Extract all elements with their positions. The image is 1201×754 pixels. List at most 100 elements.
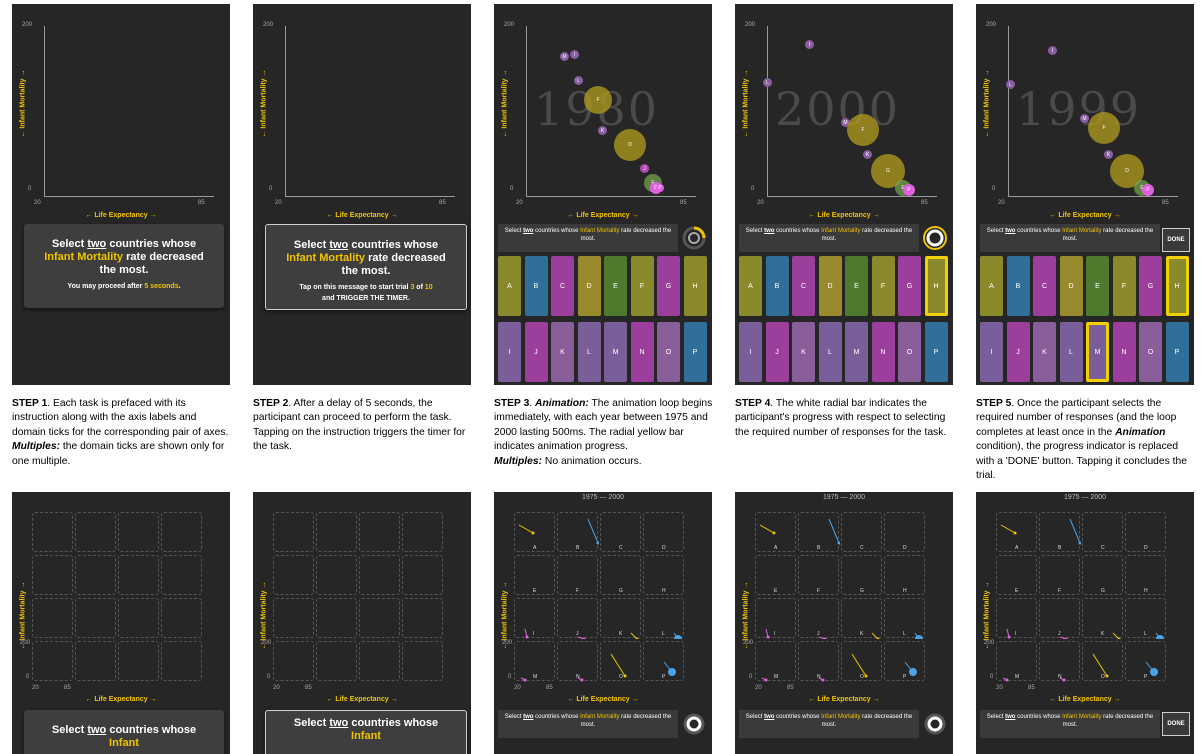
country-button-g[interactable]: G — [1139, 256, 1162, 316]
multiple-cell-c[interactable]: C — [841, 512, 882, 552]
country-button-p[interactable]: P — [683, 322, 707, 382]
country-bubble[interactable]: D — [614, 129, 646, 161]
country-button-i[interactable]: I — [498, 322, 521, 382]
multiple-cell-l[interactable]: L — [884, 598, 925, 639]
multiple-cell-g[interactable]: G — [841, 555, 882, 595]
country-button-e[interactable]: E — [604, 256, 627, 316]
country-button-n[interactable]: N — [1112, 322, 1136, 382]
multiple-cell-a[interactable] — [273, 512, 314, 552]
multiple-cell-i[interactable] — [32, 598, 73, 638]
multiple-cell-b[interactable]: B — [798, 512, 840, 552]
multiple-cell-f[interactable] — [316, 555, 357, 595]
country-bubble[interactable]: M — [560, 52, 569, 61]
multiple-cell-h[interactable] — [161, 555, 202, 595]
instruction-card[interactable]: Select two countries whose Infant — [265, 710, 467, 754]
country-button-l[interactable]: L — [818, 322, 842, 382]
multiple-cell-m[interactable] — [273, 641, 314, 681]
multiple-cell-o[interactable]: O — [841, 641, 882, 681]
country-button-e[interactable]: E — [1086, 256, 1109, 316]
country-button-b[interactable]: B — [524, 256, 548, 316]
country-bubble[interactable]: K — [598, 126, 607, 135]
country-button-j[interactable]: J — [524, 322, 548, 382]
multiple-cell-c[interactable]: C — [600, 512, 641, 552]
multiple-cell-a[interactable]: A — [514, 512, 555, 552]
country-button-f[interactable]: F — [630, 256, 654, 316]
start-trial-card[interactable]: Select two countries whose Infant Mortal… — [265, 224, 467, 310]
done-button[interactable]: DONE — [1162, 712, 1190, 736]
country-button-m[interactable]: M — [604, 322, 627, 382]
country-button-f[interactable]: F — [871, 256, 895, 316]
multiple-cell-f[interactable]: F — [1039, 555, 1080, 595]
country-bubble[interactable]: K — [863, 150, 872, 159]
multiple-cell-g[interactable]: G — [600, 555, 641, 595]
multiple-cell-m[interactable] — [32, 641, 73, 681]
country-button-h[interactable]: H — [924, 256, 948, 316]
multiple-cell-d[interactable] — [402, 512, 443, 552]
country-button-h[interactable]: H — [1165, 256, 1189, 316]
multiple-cell-i[interactable] — [273, 598, 314, 638]
multiple-cell-k[interactable]: K — [841, 598, 882, 639]
country-bubble[interactable]: F — [847, 114, 879, 146]
country-button-h[interactable]: H — [683, 256, 707, 316]
country-bubble[interactable]: K — [1104, 150, 1113, 159]
country-button-i[interactable]: I — [739, 322, 762, 382]
country-button-g[interactable]: G — [898, 256, 921, 316]
multiple-cell-m[interactable]: M — [514, 641, 555, 682]
multiple-cell-a[interactable] — [32, 512, 73, 552]
country-bubble[interactable]: L — [1006, 80, 1015, 89]
country-button-c[interactable]: C — [1033, 256, 1056, 316]
country-button-j[interactable]: J — [765, 322, 789, 382]
multiple-cell-n[interactable]: N — [1039, 641, 1080, 682]
country-button-a[interactable]: A — [498, 256, 521, 316]
multiple-cell-h[interactable]: H — [884, 555, 925, 595]
country-button-d[interactable]: D — [818, 256, 842, 316]
multiple-cell-g[interactable]: G — [1082, 555, 1123, 595]
multiple-cell-e[interactable] — [32, 555, 73, 595]
country-button-l[interactable]: L — [1059, 322, 1083, 382]
multiple-cell-i[interactable]: I — [514, 598, 555, 639]
multiple-cell-n[interactable]: N — [798, 641, 839, 682]
country-button-p[interactable]: P — [1165, 322, 1189, 382]
country-button-g[interactable]: G — [657, 256, 680, 316]
multiple-cell-j[interactable]: J — [557, 598, 598, 639]
multiple-cell-k[interactable] — [118, 598, 159, 638]
country-button-k[interactable]: K — [551, 322, 574, 382]
multiple-cell-l[interactable]: L — [1125, 598, 1166, 639]
multiple-cell-p[interactable]: P — [884, 641, 925, 681]
country-button-k[interactable]: K — [792, 322, 815, 382]
country-bubble[interactable]: M — [1080, 114, 1089, 123]
country-button-i[interactable]: I — [980, 322, 1003, 382]
country-bubble[interactable]: P — [903, 184, 915, 196]
country-bubble[interactable]: I — [570, 50, 579, 59]
country-button-c[interactable]: C — [551, 256, 574, 316]
multiple-cell-b[interactable] — [75, 512, 116, 552]
multiple-cell-h[interactable]: H — [643, 555, 684, 595]
multiple-cell-e[interactable] — [273, 555, 314, 595]
country-button-a[interactable]: A — [739, 256, 762, 316]
country-button-n[interactable]: N — [630, 322, 654, 382]
multiple-cell-k[interactable]: K — [600, 598, 641, 639]
multiple-cell-d[interactable] — [161, 512, 202, 552]
country-button-b[interactable]: B — [765, 256, 789, 316]
multiple-cell-e[interactable]: E — [514, 555, 555, 596]
country-button-p[interactable]: P — [924, 322, 948, 382]
multiple-cell-f[interactable]: F — [798, 555, 839, 595]
multiple-cell-n[interactable] — [316, 641, 357, 681]
multiple-cell-o[interactable] — [118, 641, 159, 681]
country-bubble[interactable]: P — [1142, 184, 1154, 196]
multiple-cell-g[interactable] — [359, 555, 400, 595]
country-button-f[interactable]: F — [1112, 256, 1136, 316]
multiple-cell-l[interactable]: L — [643, 598, 684, 639]
multiple-cell-o[interactable]: O — [1082, 641, 1123, 681]
country-button-o[interactable]: O — [898, 322, 921, 382]
multiple-cell-k[interactable] — [359, 598, 400, 638]
done-button[interactable]: DONE — [1162, 228, 1190, 252]
multiple-cell-j[interactable] — [316, 598, 357, 638]
country-bubble[interactable]: I — [805, 40, 814, 49]
multiple-cell-p[interactable] — [402, 641, 443, 681]
country-bubble[interactable]: I — [1048, 46, 1057, 55]
country-button-d[interactable]: D — [577, 256, 601, 316]
multiple-cell-j[interactable]: J — [798, 598, 839, 639]
multiple-cell-n[interactable]: N — [557, 641, 598, 682]
country-button-o[interactable]: O — [657, 322, 680, 382]
